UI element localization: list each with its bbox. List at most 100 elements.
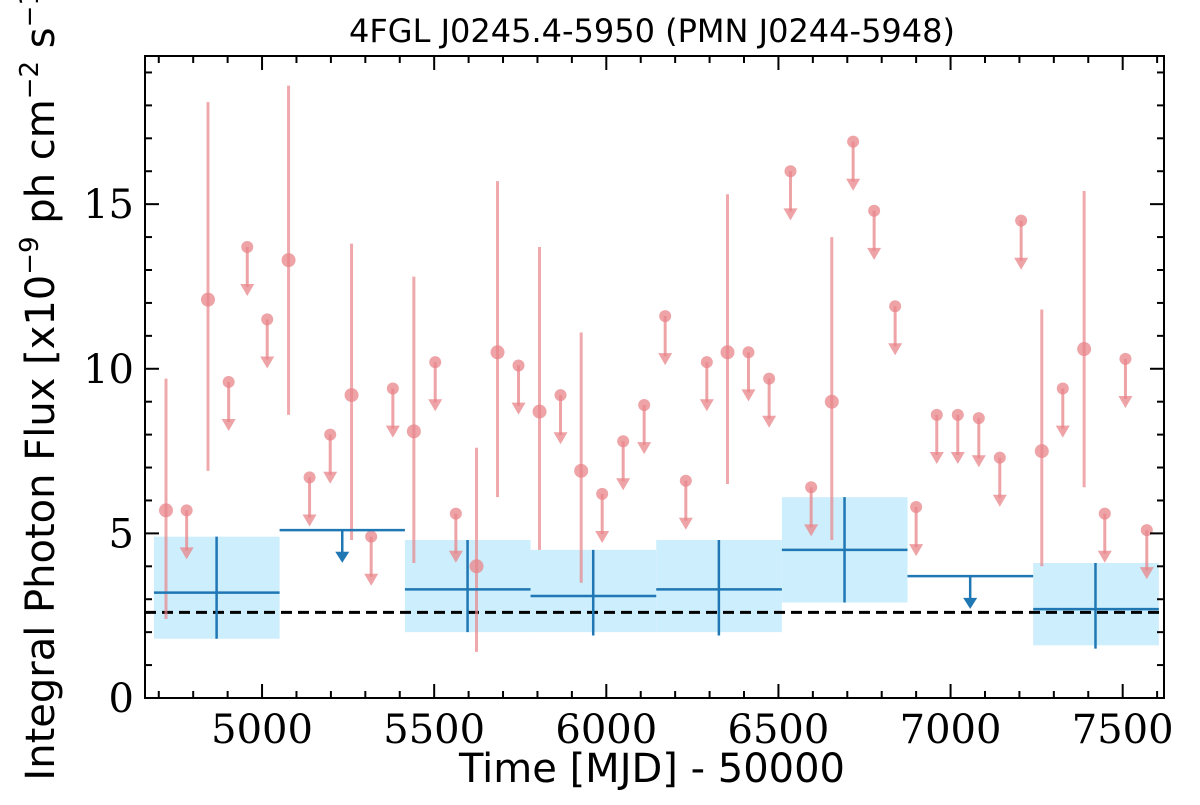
y-tick-label: 10 <box>83 347 134 393</box>
upper-limit-arrow <box>240 284 255 297</box>
yearly-ul-arrow <box>963 597 978 609</box>
detection-point <box>574 463 589 478</box>
y-title-exp2: −2 <box>15 61 45 99</box>
y-tick-label: 5 <box>109 511 134 557</box>
upper-limit-arrow <box>1055 425 1070 438</box>
upper-limit-arrow <box>678 517 693 530</box>
upper-limit-point <box>659 310 672 323</box>
x-tick-label: 6000 <box>555 707 657 753</box>
upper-limit-arrow <box>1118 395 1133 408</box>
detection-point <box>824 394 839 409</box>
upper-limit-point <box>993 451 1006 464</box>
upper-limit-arrow <box>179 547 194 560</box>
y-title-mid2: s <box>18 27 64 61</box>
upper-limit-arrow <box>971 455 986 468</box>
upper-limit-point <box>805 481 818 494</box>
upper-limit-point <box>1119 352 1132 365</box>
upper-limit-arrow <box>888 343 903 356</box>
upper-limit-arrow <box>1097 550 1112 563</box>
detection-point <box>281 253 296 268</box>
upper-limit-arrow <box>448 550 463 563</box>
y-title-exp3: −1 <box>15 0 45 27</box>
upper-limit-point <box>241 240 254 253</box>
upper-limit-point <box>596 487 609 500</box>
upper-limit-arrow <box>929 451 944 464</box>
x-tick-label: 5000 <box>211 707 313 753</box>
y-title-lead: Integral Photon Flux [x10 <box>18 275 64 781</box>
axis-ticks: 5000 5500 6000 6500 7000 7500 0 5 10 15 <box>83 56 1174 753</box>
upper-limit-arrow <box>867 247 882 260</box>
upper-limit-point <box>1098 507 1111 520</box>
long-bin-series <box>153 497 1159 649</box>
upper-limit-arrow <box>385 425 400 438</box>
upper-limit-point <box>638 398 651 411</box>
upper-limit-point <box>847 135 860 148</box>
upper-limit-arrow <box>741 389 756 402</box>
x-tick-label: 7500 <box>1072 707 1174 753</box>
detection-point <box>469 559 484 574</box>
x-tick-label: 6500 <box>728 707 830 753</box>
upper-limit-point <box>261 313 274 326</box>
upper-limit-point <box>449 507 462 520</box>
upper-limit-point <box>365 530 378 543</box>
x-axis-title: Time [MJD] - 50000 <box>458 746 845 792</box>
upper-limit-arrow <box>428 399 443 412</box>
upper-limit-point <box>512 359 525 372</box>
upper-limit-point <box>742 346 755 359</box>
upper-limit-point <box>930 408 943 421</box>
detection-point <box>490 345 505 360</box>
upper-limit-arrow <box>699 399 714 412</box>
upper-limit-point <box>1140 524 1153 537</box>
upper-limit-point <box>1056 382 1069 395</box>
upper-limit-point <box>868 204 881 217</box>
upper-limit-point <box>889 300 902 313</box>
upper-limit-arrow <box>846 178 861 191</box>
y-tick-label: 0 <box>109 676 134 722</box>
upper-limit-point <box>784 165 797 178</box>
y-axis-title: Integral Photon Flux [x10−9 ph cm−2 s−1] <box>15 0 64 781</box>
upper-limit-point <box>429 356 442 369</box>
yearly-ul-arrow <box>335 551 350 563</box>
upper-limit-arrow <box>637 442 652 455</box>
upper-limit-point <box>700 356 713 369</box>
upper-limit-arrow <box>1139 567 1154 580</box>
y-tick-label: 15 <box>83 182 134 228</box>
chart-title: 4FGL J0245.4-5950 (PMN J0244-5948) <box>349 12 955 50</box>
detection-point <box>532 404 547 419</box>
upper-limit-arrow <box>992 494 1007 507</box>
short-bin-series <box>158 85 1154 652</box>
upper-limit-point <box>180 504 193 517</box>
upper-limit-point <box>303 471 316 484</box>
detection-point <box>1077 342 1092 357</box>
detection-point <box>344 388 359 403</box>
plot-frame <box>144 55 1165 699</box>
detection-point <box>406 424 421 439</box>
upper-limit-arrow <box>950 451 965 464</box>
detection-point <box>1034 444 1049 459</box>
upper-limit-arrow <box>658 353 673 366</box>
upper-limit-point <box>1015 214 1028 227</box>
upper-limit-arrow <box>260 356 275 369</box>
yearly-error-bands <box>153 497 1159 646</box>
upper-limit-arrow <box>909 544 924 557</box>
upper-limit-point <box>617 435 630 448</box>
detection-point <box>158 503 173 518</box>
upper-limit-arrow <box>783 208 798 221</box>
upper-limit-point <box>222 375 235 388</box>
upper-limit-point <box>910 501 923 514</box>
upper-limit-arrow <box>302 514 317 527</box>
upper-limit-arrow <box>804 524 819 537</box>
y-title-mid1: ph cm <box>18 99 64 236</box>
upper-limit-point <box>679 474 692 487</box>
upper-limit-arrow <box>616 478 631 491</box>
x-tick-label: 5500 <box>383 707 485 753</box>
y-title-exp1: −9 <box>15 236 45 274</box>
upper-limit-point <box>972 412 985 425</box>
x-tick-label: 7000 <box>900 707 1002 753</box>
upper-limit-arrow <box>511 402 526 415</box>
upper-limit-point <box>554 389 567 402</box>
upper-limit-arrow <box>762 415 777 428</box>
upper-limit-arrow <box>221 419 236 432</box>
